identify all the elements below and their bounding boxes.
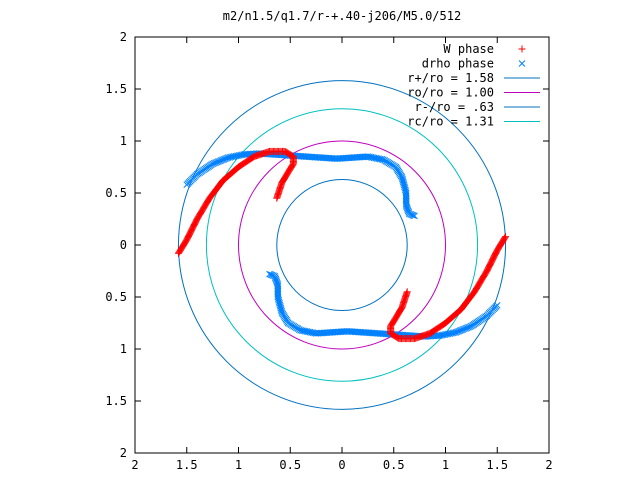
circle-3 <box>205 108 479 382</box>
x-tick-label: 1 <box>235 458 242 472</box>
x-tick-label: 2 <box>131 458 138 472</box>
chart-title: m2/n1.5/q1.7/r-+.40-j206/M5.0/512 <box>223 9 461 23</box>
legend-label: ro/ro = 1.00 <box>407 86 494 100</box>
legend-label: r-/ro = .63 <box>415 100 494 114</box>
y-tick-label: 0 <box>120 238 127 252</box>
x-tick-label: 0.5 <box>383 458 405 472</box>
y-tick-label: 2 <box>120 446 127 460</box>
w-point <box>403 288 411 296</box>
legend-marker <box>518 60 526 67</box>
legend-label: drho phase <box>422 57 494 71</box>
x-tick-label: 0.5 <box>279 458 301 472</box>
x-tick-label: 1 <box>442 458 449 472</box>
circle-2 <box>276 178 408 312</box>
x-tick-label: 1.5 <box>486 458 508 472</box>
y-tick-label: 2 <box>120 30 127 44</box>
legend-label: rc/ro = 1.31 <box>407 115 494 129</box>
x-tick-label: 1.5 <box>176 458 198 472</box>
x-tick-label: 0 <box>338 458 345 472</box>
y-tick-label: 1.5 <box>105 82 127 96</box>
drho-point <box>409 212 417 219</box>
w-point <box>273 194 281 202</box>
drho-point <box>267 271 275 278</box>
legend-marker <box>518 45 526 53</box>
legend-label: W phase <box>443 42 494 56</box>
y-tick-label: 0.5 <box>105 186 127 200</box>
circle-1 <box>238 140 446 350</box>
circle-0 <box>177 80 507 410</box>
drho-point <box>266 270 273 278</box>
y-tick-label: 1 <box>120 342 127 356</box>
legend-label: r+/ro = 1.58 <box>407 71 494 85</box>
plot-area <box>174 80 510 410</box>
y-tick-label: 1.5 <box>105 394 127 408</box>
drho-point <box>411 212 418 220</box>
y-tick-label: 1 <box>120 134 127 148</box>
y-tick-label: 0.5 <box>105 290 127 304</box>
x-tick-label: 2 <box>545 458 552 472</box>
